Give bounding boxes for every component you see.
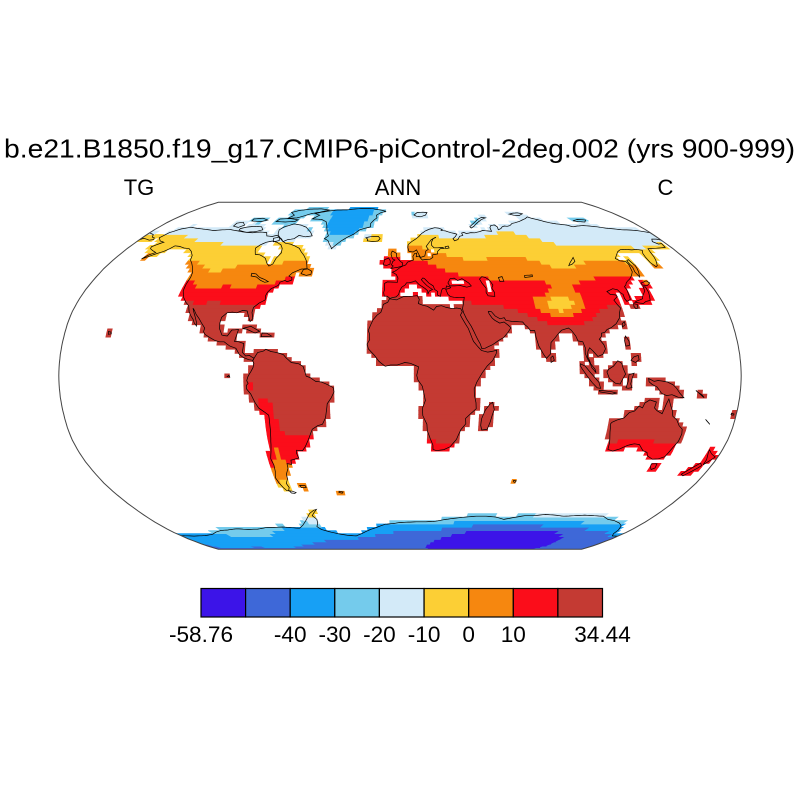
svg-text:10: 10 xyxy=(501,622,526,647)
svg-text:-40: -40 xyxy=(274,622,307,647)
svg-text:-20: -20 xyxy=(363,622,396,647)
svg-text:-58.76: -58.76 xyxy=(169,622,233,647)
svg-text:C: C xyxy=(658,175,674,200)
svg-text:ANN: ANN xyxy=(375,175,421,200)
svg-text:b.e21.B1850.f19_g17.CMIP6-piCo: b.e21.B1850.f19_g17.CMIP6-piControl-2deg… xyxy=(4,134,795,164)
svg-text:34.44: 34.44 xyxy=(574,622,631,647)
svg-text:-30: -30 xyxy=(318,622,351,647)
svg-text:0: 0 xyxy=(462,622,475,647)
svg-text:-10: -10 xyxy=(408,622,441,647)
svg-text:TG: TG xyxy=(124,175,155,200)
